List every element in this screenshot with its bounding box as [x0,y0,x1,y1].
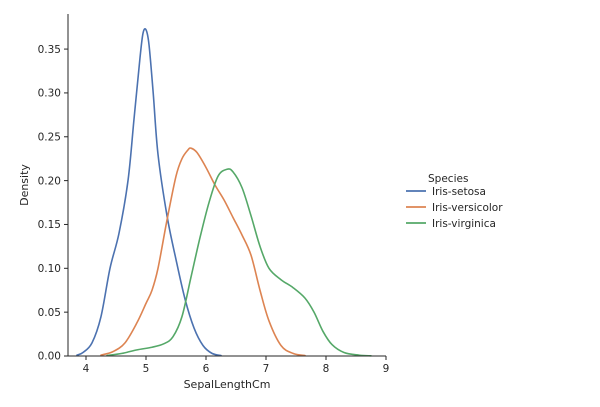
x-tick-label: 6 [203,363,210,375]
y-tick-labels: 0.00 0.05 0.10 0.15 0.20 0.25 0.30 0.35 [38,44,61,363]
x-tick-label: 4 [83,363,90,375]
y-tick-label: 0.35 [38,44,61,56]
y-tick-label: 0.15 [38,219,61,231]
legend-entry-iris-virginica: Iris-virginica [432,218,496,230]
y-axis-label: Density [18,164,31,206]
density-curves [76,28,372,357]
y-tick-label: 0.20 [38,175,61,187]
x-tick-label: 5 [143,363,150,375]
y-tick-label: 0.10 [38,263,61,275]
x-axis-label: SepalLengthCm [184,378,271,391]
legend-title: Species [428,173,468,185]
y-tick-label: 0.00 [38,351,61,363]
legend-entry-iris-setosa: Iris-setosa [432,186,486,198]
series-line-iris-setosa [76,28,222,357]
series-line-iris-versicolor [100,147,306,357]
axis-ticks [64,48,387,360]
y-tick-label: 0.05 [38,307,61,319]
x-tick-label: 9 [383,363,390,375]
x-tick-label: 7 [263,363,270,375]
legend-entry-iris-versicolor: Iris-versicolor [432,202,503,214]
x-tick-label: 8 [323,363,330,375]
y-tick-label: 0.30 [38,88,61,100]
x-tick-labels: 4 5 6 7 8 9 [83,363,390,375]
series-line-iris-virginica [106,168,372,357]
legend: Species Iris-setosa Iris-versicolor Iris-v… [406,173,503,230]
y-tick-label: 0.25 [38,131,61,143]
